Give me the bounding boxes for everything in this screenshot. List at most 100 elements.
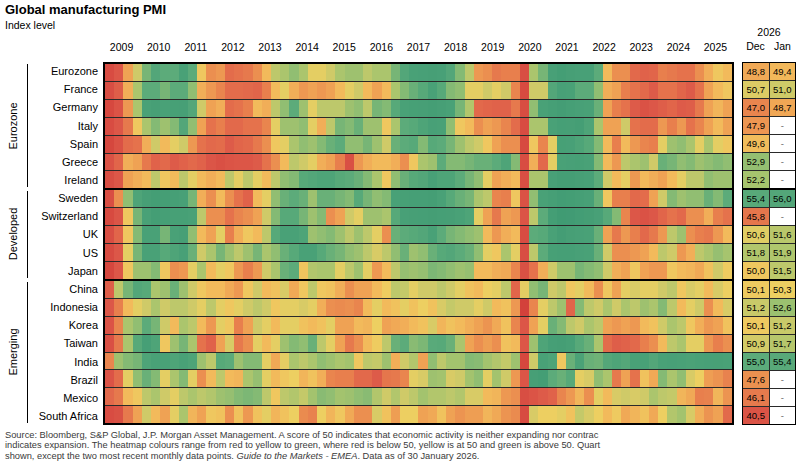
heatmap-cell	[271, 136, 280, 153]
heatmap-cell	[649, 281, 658, 298]
heatmap-cell	[713, 317, 722, 334]
heatmap-cell	[465, 226, 474, 243]
heatmap-cell	[428, 353, 437, 370]
heatmap-cell	[142, 190, 151, 207]
heatmap-cell	[428, 136, 437, 153]
heatmap-cell	[105, 226, 114, 243]
heatmap-cell	[382, 317, 391, 334]
heatmap-cell	[557, 406, 566, 423]
recent-value-cell-dec: 49,6	[743, 135, 769, 152]
heatmap-cell	[428, 100, 437, 117]
heatmap-cell	[704, 262, 713, 279]
heatmap-cell	[271, 64, 280, 81]
heatmap-cell	[345, 262, 354, 279]
year-label: 2009	[110, 41, 133, 53]
heatmap-cell	[501, 353, 510, 370]
heatmap-cell	[372, 388, 381, 405]
heatmap-cell	[557, 353, 566, 370]
heatmap-cell	[289, 208, 298, 225]
heatmap-cell	[253, 262, 262, 279]
heatmap-cell	[575, 100, 584, 117]
chart-subtitle: Index level	[5, 19, 55, 31]
heatmap-cell	[335, 190, 344, 207]
heatmap-cell	[667, 171, 676, 188]
heatmap-cell	[548, 262, 557, 279]
heatmap-cell	[658, 154, 667, 171]
heatmap-cell	[501, 208, 510, 225]
heatmap-cell	[575, 82, 584, 99]
heatmap-cell	[133, 118, 142, 135]
heatmap-cell	[105, 388, 114, 405]
heatmap-cell	[197, 388, 206, 405]
heatmap-cell	[649, 64, 658, 81]
heatmap-cell	[253, 82, 262, 99]
heatmap-cell	[492, 388, 501, 405]
heatmap-cell	[640, 154, 649, 171]
heatmap-cell	[686, 118, 695, 135]
heatmap-cell	[677, 154, 686, 171]
heatmap-cell	[649, 335, 658, 352]
heatmap-cell	[677, 388, 686, 405]
heatmap-cell	[492, 406, 501, 423]
heatmap-cell	[170, 136, 179, 153]
heatmap-cell	[170, 317, 179, 334]
heatmap-cell	[142, 226, 151, 243]
heatmap-cell	[667, 299, 676, 316]
heatmap-cell	[105, 335, 114, 352]
heatmap-cell	[243, 262, 252, 279]
heatmap-cell	[160, 317, 169, 334]
heatmap-cell	[640, 335, 649, 352]
heatmap-cell	[621, 353, 630, 370]
heatmap-cell	[474, 208, 483, 225]
heatmap-cell	[548, 317, 557, 334]
heatmap-cell	[133, 208, 142, 225]
heatmap-cell	[400, 335, 409, 352]
heatmap-cell	[723, 262, 732, 279]
heatmap-cell	[289, 154, 298, 171]
heatmap-cell	[529, 406, 538, 423]
heatmap-cell	[151, 226, 160, 243]
group-bracket-line	[27, 282, 28, 423]
heatmap-cell	[289, 64, 298, 81]
heatmap-cell	[695, 154, 704, 171]
heatmap-cell	[704, 317, 713, 334]
heatmap-cell	[557, 244, 566, 261]
heatmap-cell	[335, 244, 344, 261]
heatmap-cell	[280, 370, 289, 387]
heatmap-cell	[557, 262, 566, 279]
heatmap-cell	[612, 353, 621, 370]
heatmap-cell	[253, 370, 262, 387]
heatmap-cell	[492, 118, 501, 135]
heatmap-row	[105, 81, 732, 99]
heatmap-cell	[658, 171, 667, 188]
heatmap-cell	[603, 353, 612, 370]
heatmap-cell	[658, 244, 667, 261]
heatmap-cell	[400, 370, 409, 387]
heatmap-cell	[437, 335, 446, 352]
heatmap-cell	[483, 353, 492, 370]
heatmap-cell	[658, 406, 667, 423]
heatmap-cell	[363, 317, 372, 334]
heatmap-cell	[492, 154, 501, 171]
heatmap-cell	[704, 190, 713, 207]
recent-value-cell-jan: 51,7	[769, 335, 796, 352]
heatmap-cell	[594, 154, 603, 171]
heatmap-cell	[382, 136, 391, 153]
heatmap-cell	[123, 388, 132, 405]
heatmap-cell	[409, 281, 418, 298]
heatmap-cell	[262, 281, 271, 298]
heatmap-cell	[566, 299, 575, 316]
heatmap-cell	[151, 262, 160, 279]
heatmap-cell	[529, 317, 538, 334]
heatmap-cell	[695, 226, 704, 243]
heatmap-cell	[529, 388, 538, 405]
heatmap-cell	[326, 353, 335, 370]
heatmap-cell	[114, 299, 123, 316]
heatmap-cell	[289, 171, 298, 188]
heatmap-cell	[317, 406, 326, 423]
heatmap-cell	[437, 100, 446, 117]
heatmap-cell	[151, 118, 160, 135]
heatmap-cell	[308, 171, 317, 188]
heatmap-cell	[483, 226, 492, 243]
heatmap-cell	[584, 281, 593, 298]
